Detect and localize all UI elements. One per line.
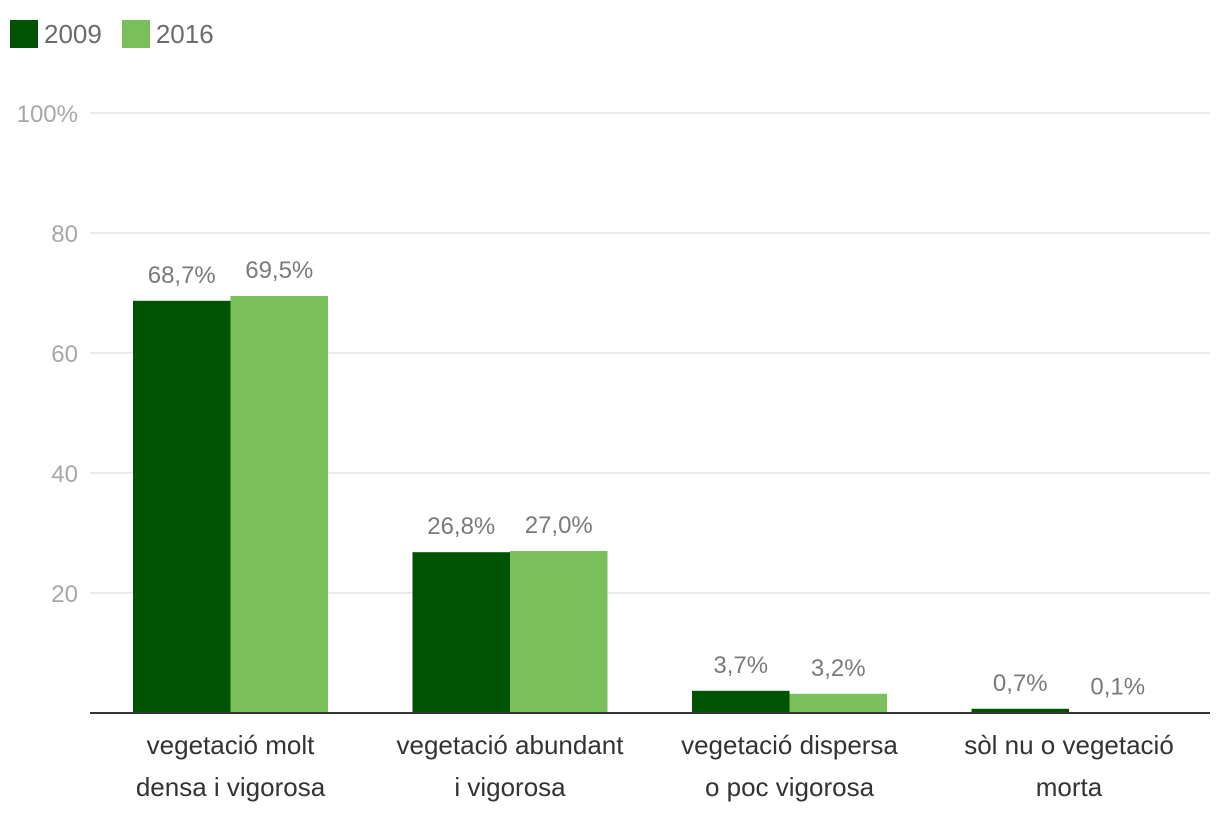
category-label-2-line-1: o poc vigorosa	[705, 772, 875, 802]
bar-2009-3	[971, 708, 1069, 713]
legend-swatch-2016	[121, 20, 150, 48]
legend-label-2009: 2009	[44, 19, 102, 49]
bar-2009-2	[692, 690, 790, 713]
bar-2016-2	[789, 693, 887, 713]
y-tick-label-60: 60	[51, 341, 78, 368]
data-label-2009-2: 3,7%	[713, 652, 768, 679]
bar-2016-1	[510, 551, 608, 713]
data-label-2016-3: 0,1%	[1090, 673, 1145, 700]
y-tick-label-40: 40	[51, 461, 78, 488]
data-label-2009-1: 26,8%	[427, 513, 495, 540]
data-label-2016-2: 3,2%	[811, 655, 866, 682]
bars	[133, 296, 1167, 713]
data-label-2009-3: 0,7%	[993, 670, 1048, 697]
y-tick-label-20: 20	[51, 581, 78, 608]
category-label-1-line-1: i vigorosa	[454, 772, 566, 802]
data-label-2016-0: 69,5%	[245, 257, 313, 284]
bar-2009-1	[412, 552, 510, 713]
legend-label-2016: 2016	[155, 19, 214, 49]
category-label-0-line-0: vegetació molt	[147, 730, 315, 760]
category-label-1-line-0: vegetació abundant	[397, 730, 625, 760]
chart-legend: 2009 2016	[10, 20, 234, 48]
y-tick-label-80: 80	[51, 221, 78, 248]
category-label-2-line-0: vegetació dispersa	[681, 730, 898, 760]
legend-swatch-2009	[10, 20, 38, 48]
bar-2016-0	[230, 296, 328, 713]
legend-item-2009: 2009	[10, 20, 102, 48]
labels: 20 40 60 80 100% 68,7% 26,8% 3,7% 0,7% 69,5% 27,0%…	[17, 101, 1174, 802]
legend-item-2016: 2016	[121, 19, 214, 49]
category-label-3-line-1: morta	[1036, 772, 1103, 802]
category-label-0-line-1: densa i vigorosa	[136, 772, 326, 802]
bar-2009-0	[133, 300, 231, 713]
y-tick-label-100: 100%	[17, 101, 78, 128]
data-label-2009-0: 68,7%	[148, 262, 216, 289]
data-label-2016-1: 27,0%	[525, 512, 593, 539]
category-label-3-line-0: sòl nu o vegetació	[964, 730, 1174, 760]
